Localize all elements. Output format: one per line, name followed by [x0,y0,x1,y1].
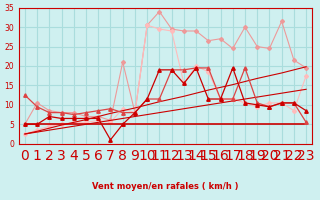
X-axis label: Vent moyen/en rafales ( km/h ): Vent moyen/en rafales ( km/h ) [92,182,239,191]
